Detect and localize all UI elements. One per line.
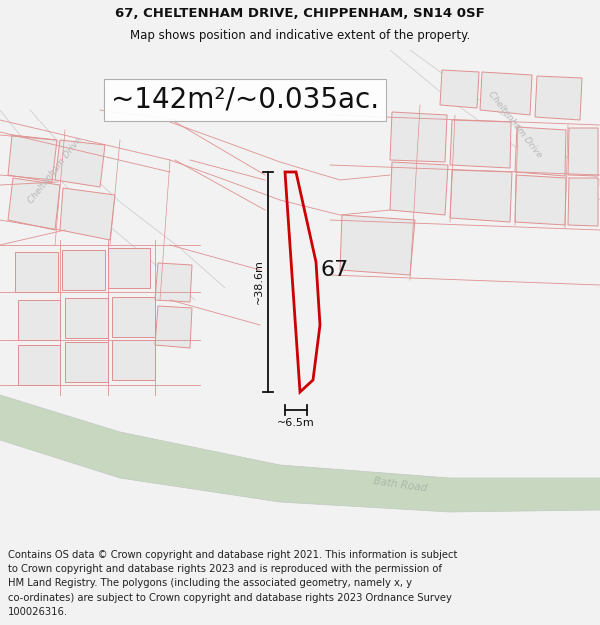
Text: ~6.5m: ~6.5m xyxy=(277,418,315,428)
Polygon shape xyxy=(18,345,60,385)
Polygon shape xyxy=(112,340,155,380)
Text: ~38.6m: ~38.6m xyxy=(254,259,264,304)
Text: 67: 67 xyxy=(321,260,349,280)
Text: Bath Road: Bath Road xyxy=(373,476,427,494)
Polygon shape xyxy=(390,112,447,162)
Polygon shape xyxy=(8,178,60,230)
Text: Cheltenham Drive: Cheltenham Drive xyxy=(487,90,544,160)
Text: 100026316.: 100026316. xyxy=(8,607,68,617)
Polygon shape xyxy=(390,162,448,215)
Polygon shape xyxy=(15,252,58,292)
Polygon shape xyxy=(450,170,512,222)
Polygon shape xyxy=(440,70,479,108)
Polygon shape xyxy=(155,263,192,302)
Polygon shape xyxy=(480,72,532,115)
Polygon shape xyxy=(568,128,598,176)
Polygon shape xyxy=(515,175,566,225)
Text: to Crown copyright and database rights 2023 and is reproduced with the permissio: to Crown copyright and database rights 2… xyxy=(8,564,442,574)
Text: Contains OS data © Crown copyright and database right 2021. This information is : Contains OS data © Crown copyright and d… xyxy=(8,550,457,560)
Text: co-ordinates) are subject to Crown copyright and database rights 2023 Ordnance S: co-ordinates) are subject to Crown copyr… xyxy=(8,592,452,602)
Polygon shape xyxy=(0,395,600,512)
Text: Cheltenham Drive: Cheltenham Drive xyxy=(26,135,83,205)
Text: 67, CHELTENHAM DRIVE, CHIPPENHAM, SN14 0SF: 67, CHELTENHAM DRIVE, CHIPPENHAM, SN14 0… xyxy=(115,7,485,20)
Polygon shape xyxy=(155,306,192,348)
Polygon shape xyxy=(112,297,155,337)
Polygon shape xyxy=(55,140,105,187)
Polygon shape xyxy=(568,178,598,226)
Polygon shape xyxy=(60,188,115,240)
Polygon shape xyxy=(65,342,108,382)
Polygon shape xyxy=(65,298,108,338)
Text: ~142m²/~0.035ac.: ~142m²/~0.035ac. xyxy=(111,86,379,114)
Polygon shape xyxy=(535,76,582,120)
Polygon shape xyxy=(515,127,566,176)
Polygon shape xyxy=(450,120,511,168)
Polygon shape xyxy=(62,250,105,290)
Polygon shape xyxy=(18,300,60,340)
Polygon shape xyxy=(340,215,415,275)
Polygon shape xyxy=(108,248,150,288)
Polygon shape xyxy=(8,135,57,182)
Text: Map shows position and indicative extent of the property.: Map shows position and indicative extent… xyxy=(130,29,470,42)
Text: HM Land Registry. The polygons (including the associated geometry, namely x, y: HM Land Registry. The polygons (includin… xyxy=(8,578,412,588)
